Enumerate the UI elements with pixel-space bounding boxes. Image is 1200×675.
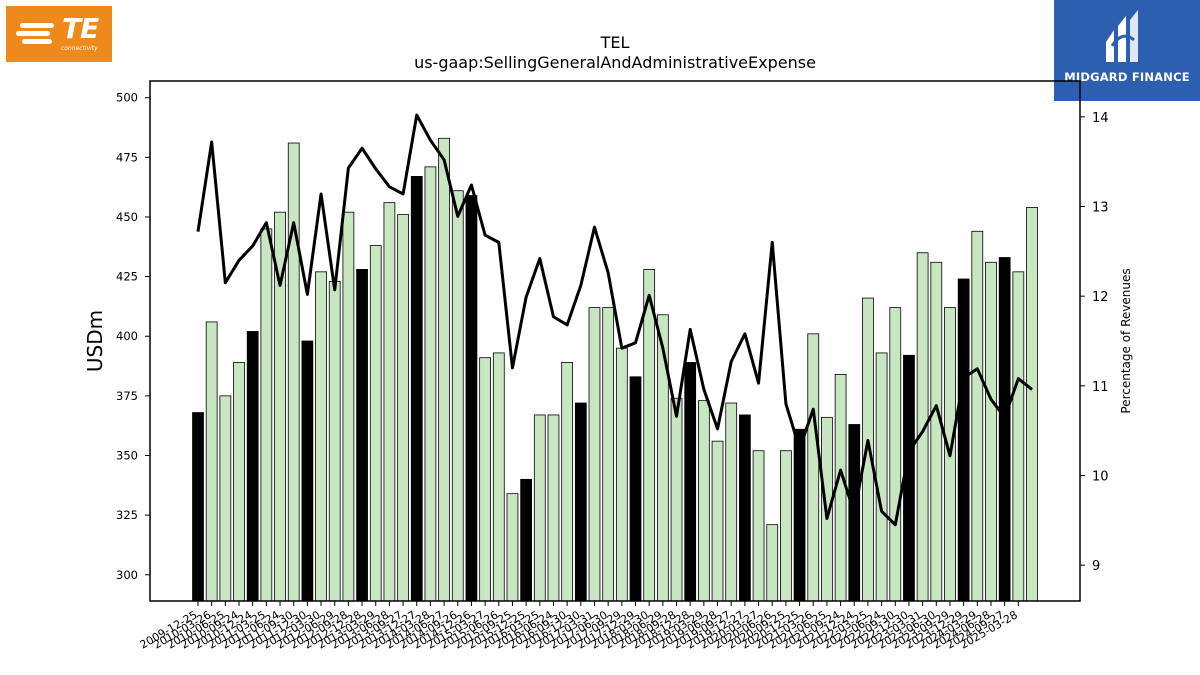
y-tick-label: 325 (116, 508, 138, 522)
bar-quarter (889, 307, 902, 602)
plot-frame (149, 80, 1081, 602)
bar-quarter (492, 352, 505, 602)
y-axis: 300 325 350 375 400 425 450 475 500 (116, 91, 150, 582)
bar-quarter (602, 307, 615, 602)
bar-quarter (752, 450, 765, 602)
bars-layer (192, 137, 1038, 602)
bar-annual (301, 340, 314, 602)
bar-annual (684, 362, 697, 602)
y-tick-label: 350 (116, 448, 138, 462)
te-stripes-icon (16, 23, 54, 44)
bar-annual (246, 331, 259, 602)
bar-annual (793, 428, 806, 602)
bar-quarter (342, 211, 355, 602)
bar-quarter (971, 230, 984, 602)
y2-axis: 9 10 11 12 13 14 (1080, 111, 1109, 574)
midgard-mark-icon (1106, 10, 1138, 62)
y2-tick-label: 12 (1092, 290, 1109, 305)
bar-quarter (698, 400, 710, 602)
bar-quarter (985, 261, 997, 602)
bar-quarter (588, 307, 601, 602)
bar-annual (356, 269, 368, 602)
chart-title: TEL (600, 33, 630, 52)
bar-quarter (875, 352, 888, 602)
percentage-line (196, 113, 1033, 527)
bar-quarter (383, 202, 396, 602)
y2-tick-label: 11 (1092, 380, 1109, 395)
bar-quarter (670, 397, 683, 602)
bar-annual (998, 257, 1011, 602)
bar-quarter (287, 142, 300, 602)
bar-quarter (725, 402, 738, 602)
bar-quarter (656, 314, 669, 602)
y2-tick-label: 9 (1092, 559, 1100, 574)
bar-annual (410, 176, 423, 602)
y-axis-label: USDm (83, 310, 107, 372)
bar-quarter (780, 450, 792, 602)
bar-annual (192, 412, 204, 602)
line-layer (196, 113, 1033, 527)
y-tick-label: 450 (116, 210, 138, 224)
y2-tick-label: 10 (1092, 469, 1109, 484)
bar-quarter (451, 190, 464, 602)
te-connectivity-logo: TE connectivity (6, 6, 112, 62)
te-logo-subtext: connectivity (61, 45, 98, 52)
bar-quarter (561, 362, 574, 602)
te-logo-text: TE (62, 12, 99, 45)
bar-quarter (807, 333, 820, 602)
bar-quarter (766, 524, 779, 602)
bar-annual (520, 478, 532, 602)
bar-quarter (205, 321, 218, 602)
y2-tick-label: 13 (1092, 201, 1109, 216)
chart-subtitle: us-gaap:SellingGeneralAndAdministrativeE… (414, 53, 816, 72)
bar-quarter (930, 261, 943, 602)
y-tick-label: 500 (116, 91, 138, 105)
bar-annual (465, 195, 478, 602)
bar-annual (629, 376, 642, 602)
bar-quarter (219, 395, 232, 602)
bar-quarter (533, 414, 546, 602)
bar-quarter (328, 280, 341, 602)
bar-annual (574, 402, 587, 602)
bar-quarter (424, 166, 437, 602)
bar-quarter (479, 357, 491, 602)
bar-quarter (397, 214, 409, 602)
y-tick-label: 375 (116, 389, 138, 403)
bar-quarter (506, 493, 519, 602)
bar-quarter (615, 347, 628, 602)
bar-annual (739, 414, 751, 602)
bar-quarter (1012, 271, 1025, 602)
bar-quarter (315, 271, 327, 602)
bar-quarter (547, 414, 560, 602)
bar-quarter (1026, 207, 1038, 602)
y2-tick-label: 14 (1092, 111, 1109, 126)
bar-quarter (643, 269, 656, 602)
bar-quarter (438, 137, 450, 602)
x-axis: 2009-12-252010-03-262010-06-252010-09-24… (138, 601, 1020, 652)
bar-annual (957, 278, 970, 602)
midgard-logo-text: MIDGARD FINANCE (1064, 70, 1190, 84)
bar-quarter (369, 245, 382, 602)
midgard-finance-logo: MIDGARD FINANCE (1054, 0, 1200, 101)
y-tick-label: 300 (116, 568, 138, 582)
y-tick-label: 400 (116, 329, 138, 343)
bar-quarter (233, 362, 245, 602)
y2-axis-label: Percentage of Revenues (1119, 268, 1133, 413)
bar-quarter (711, 440, 724, 602)
y-tick-label: 425 (116, 270, 138, 284)
bar-quarter (260, 228, 273, 602)
bar-quarter (862, 297, 874, 602)
y-tick-label: 475 (116, 150, 138, 164)
